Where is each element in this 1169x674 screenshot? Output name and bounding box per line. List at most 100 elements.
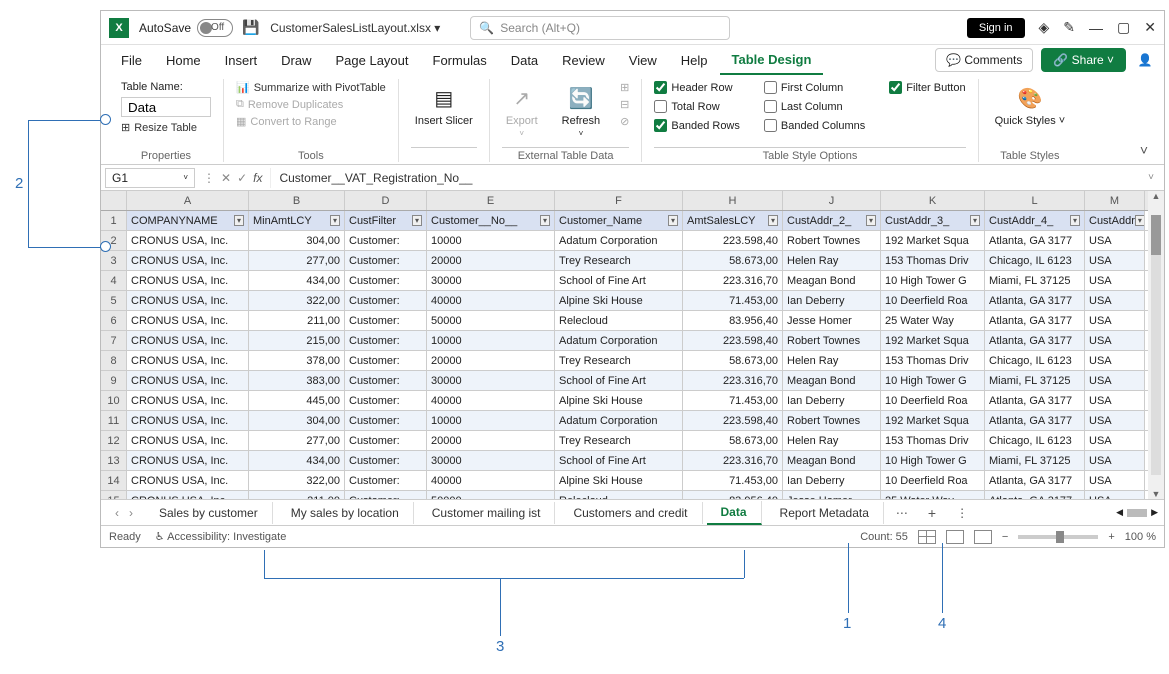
- cell[interactable]: CRONUS USA, Inc.: [127, 491, 249, 499]
- cell[interactable]: Ian Deberry: [783, 391, 881, 410]
- row-header[interactable]: 11: [101, 411, 127, 430]
- accept-formula-icon[interactable]: ✓: [237, 171, 247, 185]
- sheet-prev-icon[interactable]: ‹: [115, 506, 119, 520]
- cell[interactable]: USA: [1085, 271, 1145, 290]
- cell[interactable]: 153 Thomas Driv: [881, 251, 985, 270]
- row-header[interactable]: 6: [101, 311, 127, 330]
- cell[interactable]: Jesse Homer: [783, 311, 881, 330]
- cell[interactable]: Adatum Corporation: [555, 411, 683, 430]
- export-button[interactable]: ↗ Export˅: [502, 81, 542, 140]
- insert-slicer-button[interactable]: ▤ Insert Slicer: [411, 81, 477, 129]
- cell[interactable]: 223.316,70: [683, 271, 783, 290]
- filter-dropdown-icon[interactable]: ▾: [234, 215, 244, 226]
- cell[interactable]: CRONUS USA, Inc.: [127, 291, 249, 310]
- cell[interactable]: 223.598,40: [683, 411, 783, 430]
- cell[interactable]: USA: [1085, 351, 1145, 370]
- cell[interactable]: School of Fine Art: [555, 271, 683, 290]
- filter-dropdown-icon[interactable]: ▾: [1135, 215, 1145, 226]
- filter-dropdown-icon[interactable]: ▾: [768, 215, 778, 226]
- cell[interactable]: Chicago, IL 6123: [985, 431, 1085, 450]
- menu-page-layout[interactable]: Page Layout: [324, 47, 421, 74]
- sheet-tab-customer-mailing-ist[interactable]: Customer mailing ist: [418, 502, 556, 524]
- cell[interactable]: 50000: [427, 491, 555, 499]
- share-button[interactable]: 🔗 Share ˅: [1041, 48, 1126, 72]
- cell[interactable]: USA: [1085, 391, 1145, 410]
- cell[interactable]: Customer:: [345, 291, 427, 310]
- cell[interactable]: USA: [1085, 311, 1145, 330]
- table-name-input[interactable]: [121, 97, 211, 117]
- cell[interactable]: 277,00: [249, 431, 345, 450]
- sheet-tab-sales-by-customer[interactable]: Sales by customer: [145, 502, 273, 524]
- row-header[interactable]: 8: [101, 351, 127, 370]
- cell[interactable]: 434,00: [249, 451, 345, 470]
- cell[interactable]: 304,00: [249, 231, 345, 250]
- cell[interactable]: 58.673,00: [683, 251, 783, 270]
- cell[interactable]: Meagan Bond: [783, 271, 881, 290]
- cell[interactable]: Atlanta, GA 3177: [985, 291, 1085, 310]
- cell[interactable]: 71.453,00: [683, 471, 783, 490]
- accessibility-status[interactable]: ♿︎ Accessibility: Investigate: [155, 530, 287, 543]
- row-header[interactable]: 15: [101, 491, 127, 499]
- cell[interactable]: 10 High Tower G: [881, 371, 985, 390]
- sheet-more-icon[interactable]: ⋯: [888, 502, 916, 524]
- cell[interactable]: 20000: [427, 351, 555, 370]
- file-name[interactable]: CustomerSalesListLayout.xlsx ▾: [270, 21, 440, 35]
- col-header-A[interactable]: A: [127, 191, 249, 210]
- sheet-tab-report-metadata[interactable]: Report Metadata: [766, 502, 884, 524]
- cell[interactable]: 25 Water Way: [881, 491, 985, 499]
- cell[interactable]: Atlanta, GA 3177: [985, 391, 1085, 410]
- filter-dropdown-icon[interactable]: ▾: [412, 215, 422, 226]
- ribbon-collapse-icon[interactable]: ˅: [1132, 138, 1156, 162]
- cell[interactable]: CRONUS USA, Inc.: [127, 231, 249, 250]
- cell[interactable]: 40000: [427, 471, 555, 490]
- cell[interactable]: CRONUS USA, Inc.: [127, 311, 249, 330]
- col-header-H[interactable]: H: [683, 191, 783, 210]
- row-header[interactable]: 12: [101, 431, 127, 450]
- cell[interactable]: Meagan Bond: [783, 371, 881, 390]
- save-icon[interactable]: 💾: [242, 19, 260, 37]
- cell[interactable]: Miami, FL 37125: [985, 451, 1085, 470]
- page-layout-view-icon[interactable]: [946, 530, 964, 544]
- cell[interactable]: USA: [1085, 251, 1145, 270]
- quick-styles-button[interactable]: 🎨 Quick Styles ˅: [991, 81, 1070, 129]
- cell[interactable]: 20000: [427, 251, 555, 270]
- cell[interactable]: Atlanta, GA 3177: [985, 231, 1085, 250]
- cell[interactable]: 30000: [427, 271, 555, 290]
- menu-draw[interactable]: Draw: [269, 47, 323, 74]
- cell[interactable]: 192 Market Squa: [881, 411, 985, 430]
- cell[interactable]: 40000: [427, 291, 555, 310]
- cell[interactable]: Trey Research: [555, 251, 683, 270]
- cell[interactable]: 10 High Tower G: [881, 451, 985, 470]
- row-header[interactable]: 9: [101, 371, 127, 390]
- cell[interactable]: Atlanta, GA 3177: [985, 471, 1085, 490]
- cell[interactable]: USA: [1085, 231, 1145, 250]
- cell[interactable]: CRONUS USA, Inc.: [127, 431, 249, 450]
- banded-cols-check[interactable]: Banded Columns: [764, 119, 865, 132]
- cell[interactable]: 10000: [427, 231, 555, 250]
- cell[interactable]: Atlanta, GA 3177: [985, 491, 1085, 499]
- pen-icon[interactable]: ✎: [1063, 19, 1075, 36]
- menu-table-design[interactable]: Table Design: [720, 46, 824, 75]
- cell[interactable]: USA: [1085, 451, 1145, 470]
- table-header[interactable]: CustAddr▾: [1085, 211, 1145, 230]
- menu-file[interactable]: File: [109, 47, 154, 74]
- cell[interactable]: School of Fine Art: [555, 371, 683, 390]
- cell[interactable]: USA: [1085, 371, 1145, 390]
- cell[interactable]: CRONUS USA, Inc.: [127, 451, 249, 470]
- fx-icon[interactable]: fx: [253, 171, 262, 185]
- cell[interactable]: 83.956,40: [683, 311, 783, 330]
- cell[interactable]: Relecloud: [555, 491, 683, 499]
- col-header-D[interactable]: D: [345, 191, 427, 210]
- table-header[interactable]: CustFilter▾: [345, 211, 427, 230]
- cell[interactable]: 40000: [427, 391, 555, 410]
- col-header-J[interactable]: J: [783, 191, 881, 210]
- filter-dropdown-icon[interactable]: ▾: [330, 215, 340, 226]
- cell[interactable]: USA: [1085, 471, 1145, 490]
- menu-data[interactable]: Data: [499, 47, 550, 74]
- cell[interactable]: Adatum Corporation: [555, 331, 683, 350]
- cell[interactable]: USA: [1085, 291, 1145, 310]
- cell[interactable]: 445,00: [249, 391, 345, 410]
- table-header[interactable]: CustAddr_3_▾: [881, 211, 985, 230]
- cell[interactable]: Robert Townes: [783, 411, 881, 430]
- row-header[interactable]: 3: [101, 251, 127, 270]
